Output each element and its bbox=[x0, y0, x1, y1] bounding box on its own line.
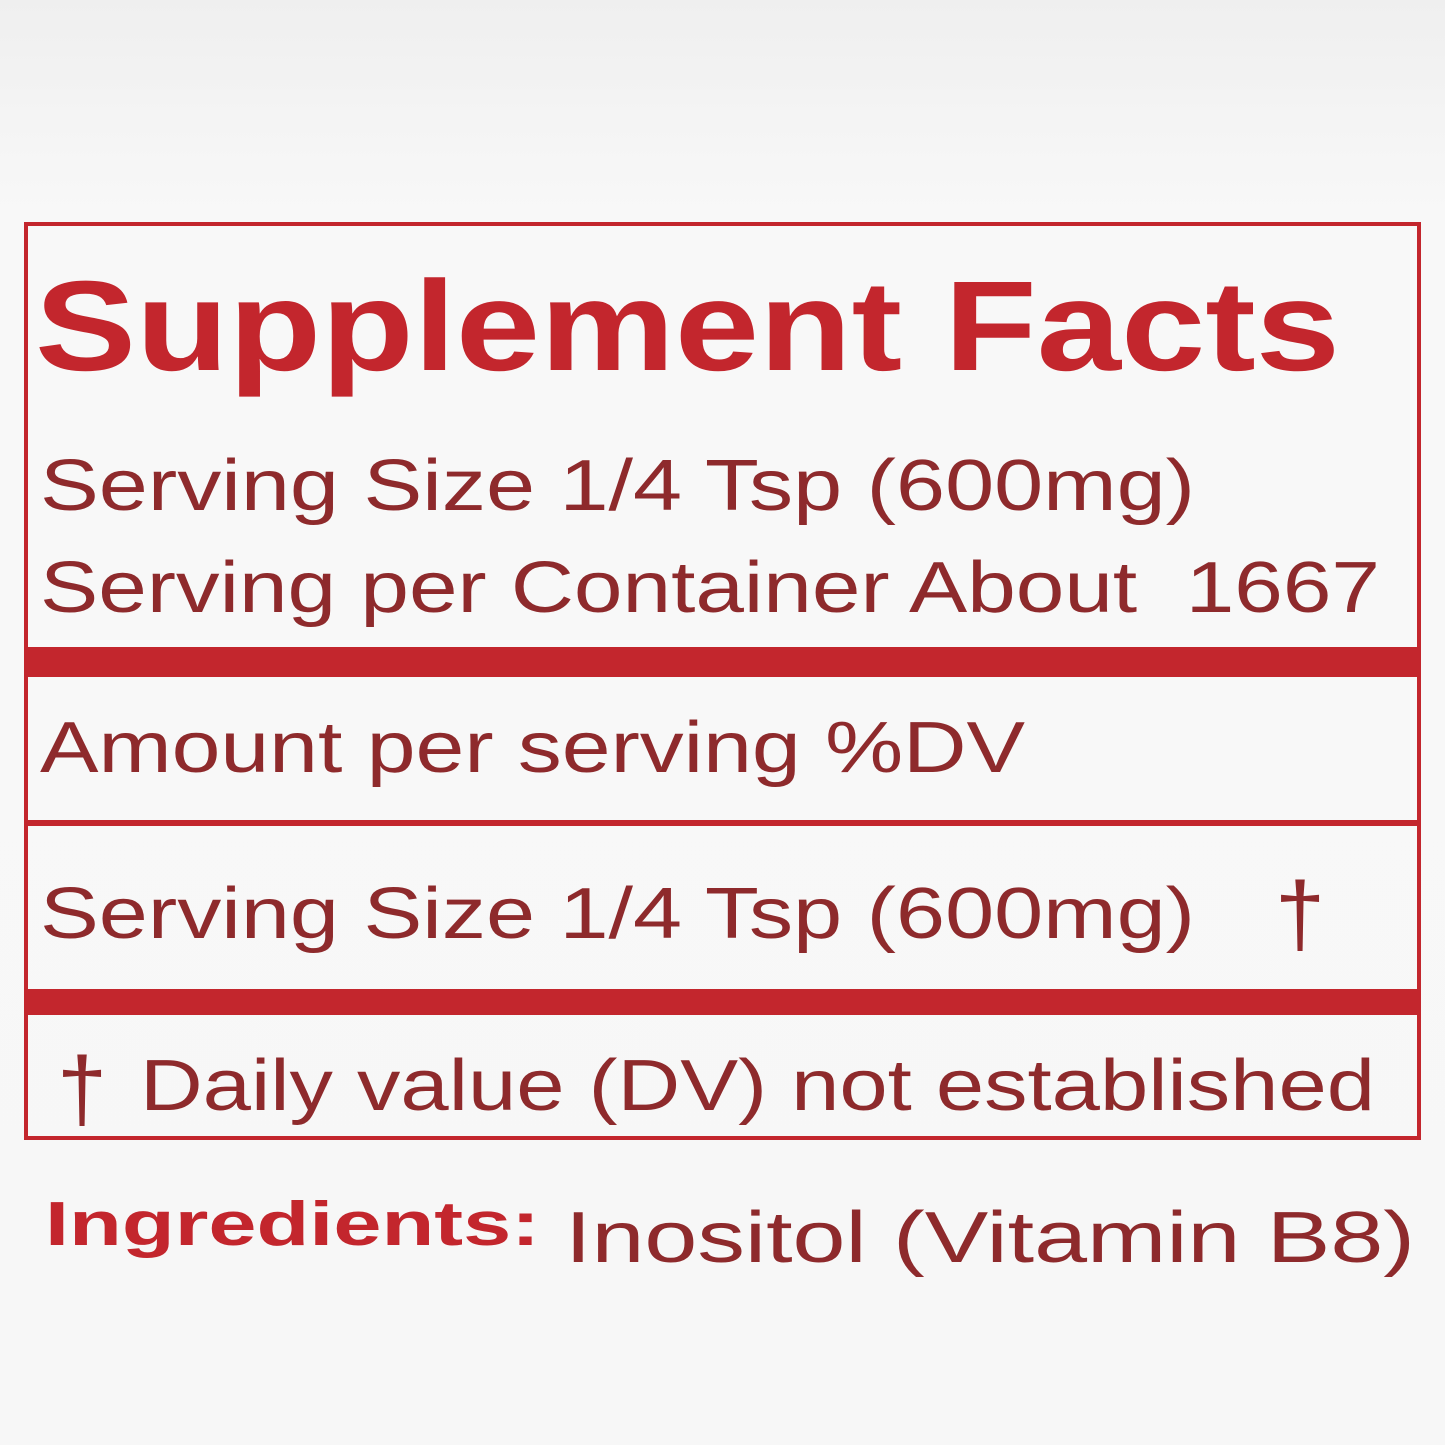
servings-per-container: Serving per Container About 1667 bbox=[40, 548, 1380, 628]
facts-panel bbox=[24, 222, 1421, 1140]
title: Supplement Facts bbox=[35, 255, 1340, 398]
panel-border bbox=[24, 222, 1421, 1140]
ingredients-text: Inositol (Vitamin B8) bbox=[565, 1198, 1415, 1278]
ingredients-heading: Ingredients: bbox=[45, 1190, 540, 1259]
serving-size: Serving Size 1/4 Tsp (600mg) bbox=[40, 446, 1195, 526]
row-name: Serving Size 1/4 Tsp (600mg) bbox=[40, 874, 1195, 954]
footnote-text: Daily value (DV) not established bbox=[140, 1046, 1375, 1126]
footnote-symbol: † bbox=[57, 1040, 107, 1140]
row-dv: † bbox=[1275, 865, 1325, 965]
amount-header: Amount per serving %DV bbox=[40, 708, 1025, 788]
